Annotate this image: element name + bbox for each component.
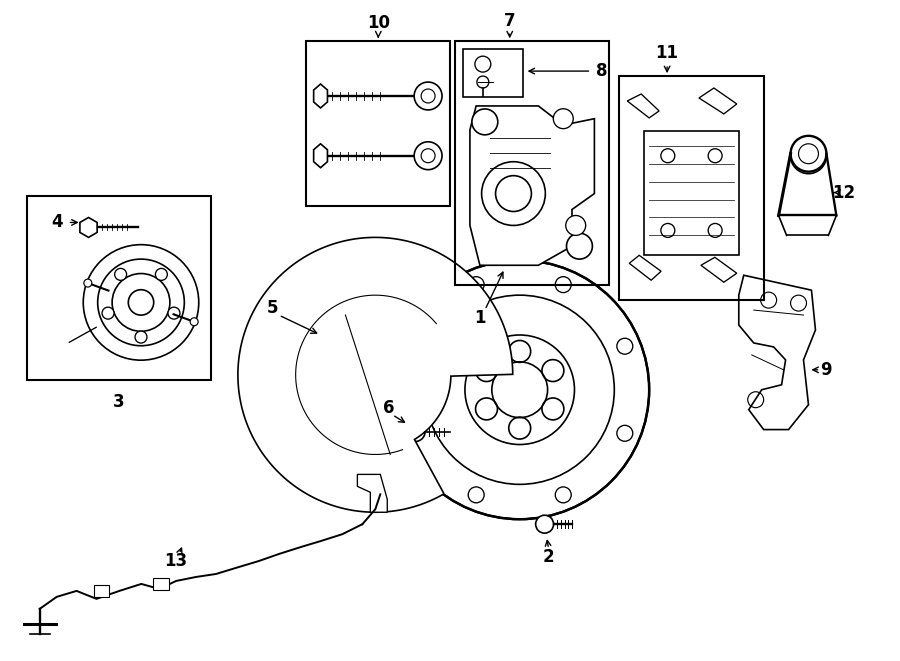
Circle shape bbox=[790, 136, 826, 172]
Bar bbox=[619, 76, 764, 300]
Circle shape bbox=[83, 245, 199, 360]
Polygon shape bbox=[313, 84, 328, 108]
Circle shape bbox=[482, 162, 545, 225]
Polygon shape bbox=[699, 88, 737, 114]
Polygon shape bbox=[470, 106, 594, 265]
Text: 10: 10 bbox=[367, 15, 390, 32]
Circle shape bbox=[102, 307, 114, 319]
Circle shape bbox=[566, 215, 586, 235]
Text: 11: 11 bbox=[655, 44, 679, 62]
Text: 9: 9 bbox=[821, 361, 833, 379]
Text: 2: 2 bbox=[543, 548, 554, 566]
Text: 1: 1 bbox=[474, 309, 486, 327]
Circle shape bbox=[135, 331, 147, 343]
Bar bbox=[463, 49, 523, 97]
Text: 3: 3 bbox=[112, 393, 124, 410]
Text: 4: 4 bbox=[50, 214, 62, 231]
Circle shape bbox=[156, 268, 167, 280]
Polygon shape bbox=[313, 144, 328, 168]
Bar bbox=[94, 585, 110, 597]
Circle shape bbox=[114, 268, 127, 280]
Polygon shape bbox=[238, 237, 513, 512]
Text: 7: 7 bbox=[504, 13, 516, 30]
Circle shape bbox=[168, 307, 180, 319]
Circle shape bbox=[566, 233, 592, 259]
Text: 12: 12 bbox=[832, 184, 855, 202]
Polygon shape bbox=[357, 475, 387, 512]
Circle shape bbox=[414, 82, 442, 110]
Text: 6: 6 bbox=[382, 399, 394, 416]
Circle shape bbox=[414, 142, 442, 170]
Circle shape bbox=[391, 260, 649, 519]
Circle shape bbox=[190, 318, 198, 326]
Bar bbox=[455, 41, 609, 285]
Text: 5: 5 bbox=[267, 299, 278, 317]
Polygon shape bbox=[629, 255, 661, 280]
Polygon shape bbox=[701, 257, 737, 282]
Polygon shape bbox=[739, 275, 815, 430]
Bar bbox=[644, 131, 739, 255]
Circle shape bbox=[405, 422, 425, 442]
Text: 13: 13 bbox=[165, 552, 188, 570]
Bar bbox=[153, 578, 169, 590]
Bar bbox=[306, 41, 450, 206]
Polygon shape bbox=[627, 94, 659, 118]
Circle shape bbox=[790, 137, 826, 174]
Circle shape bbox=[554, 109, 573, 129]
Circle shape bbox=[84, 279, 92, 287]
Circle shape bbox=[472, 109, 498, 135]
Circle shape bbox=[536, 515, 554, 533]
Text: 8: 8 bbox=[596, 62, 608, 80]
Bar bbox=[27, 196, 211, 380]
Polygon shape bbox=[80, 217, 97, 237]
